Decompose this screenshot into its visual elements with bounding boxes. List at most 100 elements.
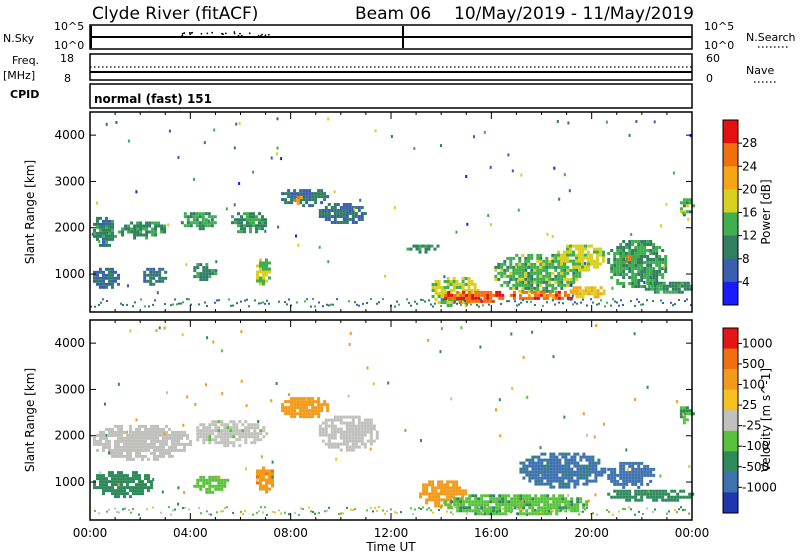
data-cell <box>581 256 584 260</box>
data-cell <box>558 497 562 501</box>
data-cell <box>504 503 508 507</box>
data-cell <box>108 471 111 475</box>
data-cell <box>259 481 262 485</box>
data-cell <box>238 438 242 442</box>
data-cell <box>288 513 290 516</box>
data-cell <box>619 264 623 267</box>
data-cell <box>153 445 156 449</box>
data-cell <box>188 298 190 301</box>
data-cell <box>327 436 331 440</box>
data-cell <box>643 281 646 284</box>
data-cell <box>238 435 242 439</box>
data-cell <box>353 207 356 211</box>
data-cell <box>599 262 602 266</box>
data-cell <box>247 429 251 433</box>
data-cell <box>339 206 343 209</box>
data-cell <box>135 492 138 496</box>
data-cell <box>486 509 490 513</box>
data-cell <box>596 289 600 293</box>
data-cell <box>362 302 364 305</box>
data-cell <box>226 426 230 430</box>
data-cell <box>321 439 325 443</box>
data-cell <box>652 467 656 471</box>
data-cell <box>464 277 468 280</box>
data-cell <box>534 482 538 486</box>
data-cell <box>181 333 184 337</box>
data-cell <box>437 292 441 295</box>
data-cell <box>455 486 459 490</box>
data-cell <box>120 433 123 437</box>
data-cell <box>622 489 626 493</box>
data-cell <box>509 274 513 278</box>
data-cell <box>157 224 161 228</box>
data-cell <box>534 464 538 468</box>
data-cell <box>161 276 165 280</box>
data-cell <box>143 273 147 277</box>
data-cell <box>132 448 135 452</box>
data-cell <box>456 302 458 305</box>
data-cell <box>548 277 552 281</box>
data-cell <box>664 492 668 496</box>
velocity-colorbar-label: Velocity [m s^-1] <box>759 368 773 472</box>
data-cell <box>249 218 252 222</box>
data-cell <box>634 461 638 465</box>
nsky-dot <box>181 32 184 35</box>
data-cell <box>647 287 651 291</box>
data-cell <box>563 265 567 269</box>
data-cell <box>654 508 656 511</box>
data-cell <box>594 479 598 483</box>
data-cell <box>512 256 516 260</box>
data-cell <box>372 427 376 431</box>
data-cell <box>333 430 337 434</box>
data-cell <box>661 495 665 499</box>
data-cell <box>208 272 212 276</box>
data-cell <box>141 489 144 493</box>
data-cell <box>582 506 586 510</box>
data-cell <box>290 400 294 404</box>
data-cell <box>414 508 416 511</box>
data-cell <box>515 265 517 269</box>
data-cell <box>500 274 504 278</box>
data-cell <box>567 503 571 507</box>
data-cell <box>679 489 683 493</box>
data-cell <box>162 433 165 437</box>
data-cell <box>602 289 606 293</box>
data-cell <box>205 487 209 491</box>
data-cell <box>348 415 352 419</box>
data-cell <box>161 279 165 283</box>
data-cell <box>158 326 161 330</box>
data-cell <box>458 292 462 295</box>
data-cell <box>144 486 147 490</box>
data-cell <box>354 415 358 419</box>
data-cell <box>527 289 531 293</box>
data-cell <box>152 267 156 271</box>
data-cell <box>540 511 542 514</box>
data-cell <box>338 513 340 516</box>
data-cell <box>434 283 438 286</box>
data-cell <box>96 225 99 229</box>
data-cell <box>452 492 456 496</box>
data-cell <box>597 461 601 465</box>
data-cell <box>318 215 322 218</box>
data-cell <box>98 303 100 306</box>
data-cell <box>637 498 641 502</box>
data-cell <box>138 486 141 490</box>
data-cell <box>496 511 498 513</box>
data-cell <box>590 262 593 266</box>
data-cell <box>466 303 468 306</box>
data-cell <box>356 303 358 306</box>
data-cell <box>302 415 306 419</box>
range-tick-label: 4000 <box>54 336 85 350</box>
data-cell <box>587 268 590 272</box>
data-cell <box>108 430 111 434</box>
data-cell <box>259 258 262 262</box>
data-cell <box>652 489 656 493</box>
data-cell <box>424 250 428 254</box>
data-cell <box>522 497 526 501</box>
data-cell <box>543 467 547 471</box>
data-cell <box>207 219 210 223</box>
data-cell <box>208 513 210 516</box>
data-cell <box>566 253 569 257</box>
data-cell <box>640 276 644 279</box>
data-cell <box>345 436 349 440</box>
